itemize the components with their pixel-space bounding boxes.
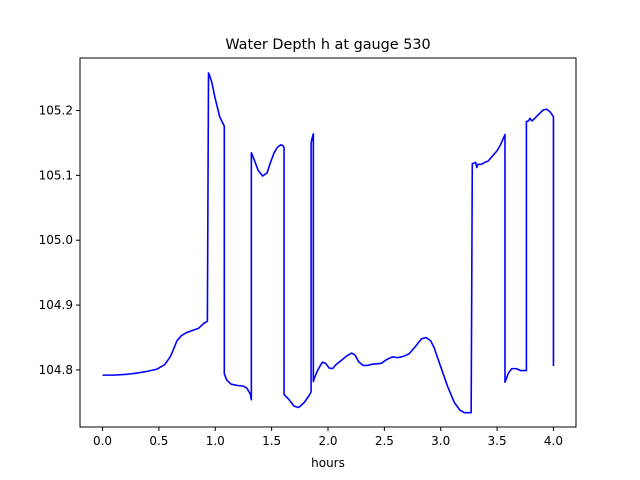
x-axis-ticks: 0.0 0.5 1.0 1.5 2.0 2.5 3.0 3.5 4.0 xyxy=(93,427,563,448)
x-tick-label: 4.0 xyxy=(544,434,563,448)
series-layer xyxy=(102,72,555,414)
y-tick-label: 105.1 xyxy=(39,168,73,182)
y-tick-label: 105.0 xyxy=(39,233,73,247)
plot-area xyxy=(80,58,576,427)
chart-title: Water Depth h at gauge 530 xyxy=(225,37,430,53)
x-tick-label: 0.0 xyxy=(93,434,112,448)
y-tick-label: 104.9 xyxy=(39,298,73,312)
x-tick-label: 3.5 xyxy=(488,434,507,448)
plot-frame xyxy=(79,57,577,428)
x-tick-label: 1.0 xyxy=(206,434,225,448)
series-line xyxy=(102,72,555,414)
y-axis-ticks: 104.8 104.9 105.0 105.1 105.2 xyxy=(39,104,80,377)
y-tick-label: 104.8 xyxy=(39,363,73,377)
x-tick-label: 1.5 xyxy=(262,434,281,448)
y-tick-label: 105.2 xyxy=(39,104,73,118)
x-tick-label: 0.5 xyxy=(149,434,168,448)
x-tick-label: 3.0 xyxy=(431,434,450,448)
x-tick-label: 2.5 xyxy=(375,434,394,448)
x-axis-label: hours xyxy=(311,456,345,470)
x-tick-label: 2.0 xyxy=(318,434,337,448)
